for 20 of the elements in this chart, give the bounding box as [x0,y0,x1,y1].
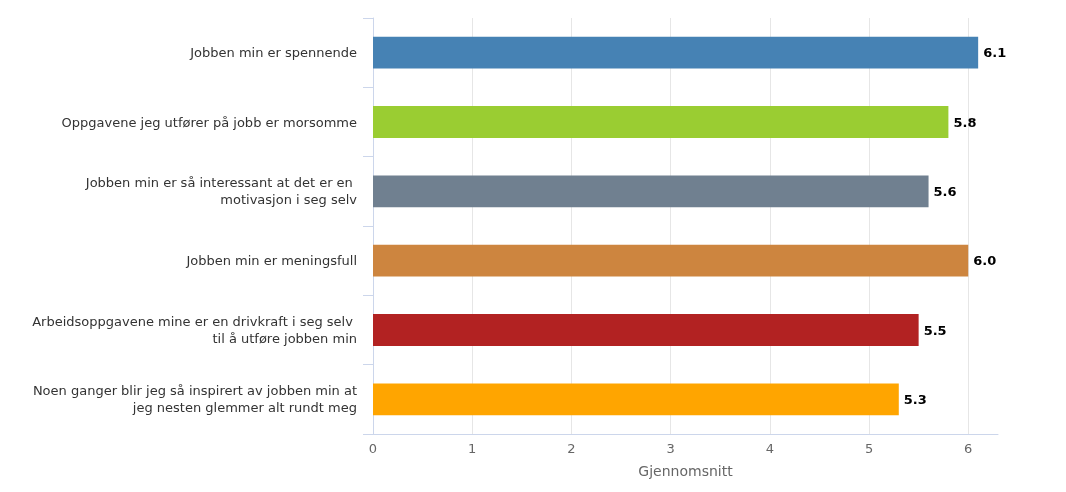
data-label: 5.6 [933,183,957,199]
x-tick-label: 2 [567,441,576,456]
y-tick-label: Jobben min er meningsfull [185,253,357,269]
x-tick-label: 4 [765,441,774,456]
data-label: 6.0 [973,253,997,269]
x-tick-label: 5 [864,441,874,456]
data-label: 5.3 [903,391,927,407]
y-tick-label: Oppgavene jeg utfører på jobb er morsomme [61,114,357,130]
x-tick-label: 0 [368,441,378,456]
y-tick-label: Jobben min er spennende [189,45,357,61]
x-tick-label: 3 [666,441,675,456]
x-tick-label: 1 [468,441,477,456]
data-label: 5.5 [923,322,947,338]
data-label: 6.1 [983,45,1007,61]
x-tick-label: 6 [964,441,973,456]
y-tick-label: Jobben min er så interessant at det er en motivasjon i seg selv [84,175,358,208]
y-tick-label: Arbeidsoppgavene mine er en drivkraft i seg selv til å utføre jobben min [32,314,357,346]
y-tick-label: Noen ganger blir jeg så inspirert av jobben min at jeg nesten glemmer alt rundt meg [32,383,357,416]
x-axis-title: Gjennomsnitt [638,463,734,479]
data-label: 5.8 [953,114,977,130]
